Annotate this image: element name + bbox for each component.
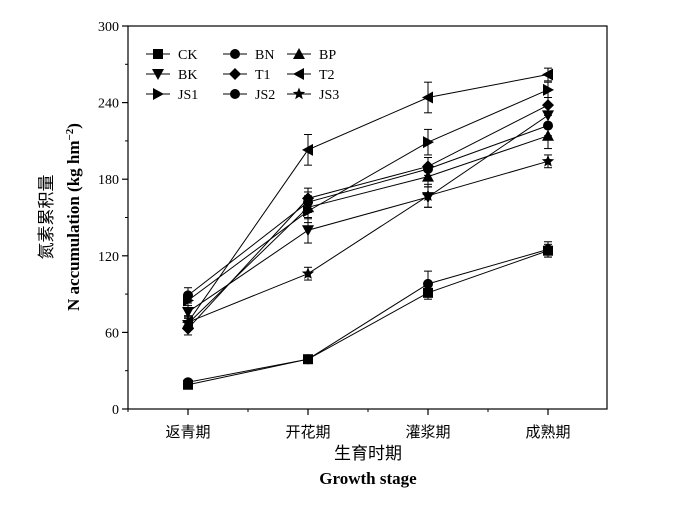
legend-marker [229,68,241,80]
y-tick-label: 120 [98,250,119,265]
x-tick-label: 开花期 [285,424,330,441]
series-t1 [182,96,554,336]
series-js3 [181,154,555,330]
series-line [187,248,549,383]
x-tick-label: 成熟期 [525,424,570,441]
legend-marker [230,89,240,99]
plot-border [127,25,608,410]
series-ck [183,243,553,390]
data-point [542,68,553,81]
data-point [183,377,193,388]
series-line [187,74,549,323]
y-axis: 0 60 120 180 240 300 [98,20,128,418]
series-line [187,250,549,386]
legend-label: JS2 [255,88,275,103]
x-tick-label: 灌浆期 [405,423,450,441]
x-axis-title-en: Growth stage [319,469,417,488]
data-point [543,244,553,255]
data-point [543,83,554,96]
series-line [187,89,549,301]
x-tick-label: 返青期 [165,424,210,441]
data-point [303,197,313,208]
data-point [423,278,433,289]
series-bp [182,122,554,331]
legend-label: CK [178,48,197,63]
series-bk [182,104,554,319]
y-axis-title-en: N accumulation (kg hm−2) [64,123,83,311]
legend-item-js1: JS1 [146,88,198,103]
data-point [301,267,315,279]
series-line [187,114,549,313]
legend-label: JS3 [319,88,339,103]
series-line [187,125,549,296]
series-layer [181,67,555,390]
series-line [187,104,549,329]
legend-item-bn: BN [223,48,274,63]
y-tick-label: 0 [112,403,119,418]
y-axis-title-sup: −2 [64,128,76,140]
legend-marker [230,49,240,59]
legend-item-t2: T2 [287,68,335,83]
data-point [303,354,313,365]
legend-marker [292,87,306,100]
series-line [187,160,549,323]
legend-label: T1 [255,68,271,83]
data-point [423,163,433,174]
y-tick-label: 60 [105,326,119,341]
y-tick-label: 180 [98,173,119,188]
data-point [541,154,555,167]
legend-item-bk: BK [146,68,197,83]
legend-label: BN [255,48,274,63]
legend-label: BK [178,68,197,83]
series-bn [183,241,553,388]
y-tick-label: 300 [98,20,119,35]
legend-marker [293,68,304,80]
plot-frame [127,25,608,410]
legend-marker [153,49,163,59]
data-point [543,120,553,131]
legend-marker [153,88,164,100]
legend-label: JS1 [178,88,198,103]
legend-item-js2: JS2 [223,88,275,103]
legend: CK BN BP BK T1 T2 JS1 JS2 JS3 [146,48,339,103]
data-point [421,189,435,202]
y-axis-title-cn: 氮素累积量 [37,175,56,260]
data-point [302,143,313,156]
y-tick-label: 240 [98,97,119,112]
legend-marker [152,69,164,80]
data-point [183,290,193,301]
series-t2 [182,67,553,330]
legend-marker [293,48,305,59]
x-axis: 返青期 开花期 灌浆期 成熟期 [127,409,571,441]
legend-label: T2 [319,68,335,83]
data-point [542,99,554,112]
legend-item-t1: T1 [223,68,271,83]
data-point [423,136,434,149]
legend-label: BP [319,48,336,63]
legend-item-ck: CK [146,48,197,63]
data-point [302,225,314,237]
x-axis-title-cn: 生育时期 [334,444,402,463]
legend-item-bp: BP [287,48,336,63]
data-point [422,91,433,104]
data-point [182,306,194,318]
series-js2 [183,114,553,304]
series-line [187,135,549,324]
data-point [181,315,195,328]
legend-item-js3: JS3 [287,87,339,103]
